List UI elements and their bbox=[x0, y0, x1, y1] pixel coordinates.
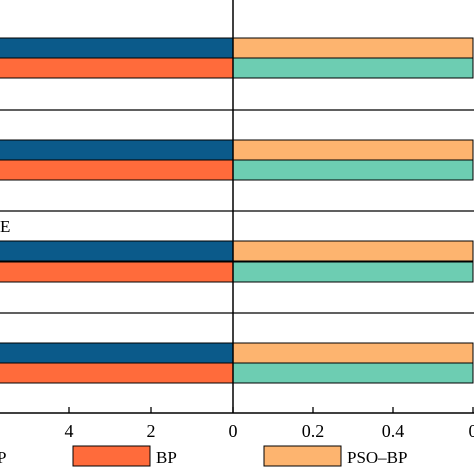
left-tick-label-0: 4 bbox=[65, 421, 74, 441]
legend-label-1: BP bbox=[156, 448, 177, 467]
right-tick-label-2: 0.4 bbox=[382, 421, 405, 441]
bar-right-series0-row0 bbox=[232, 37, 474, 59]
bar-left-series0-row3 bbox=[0, 342, 234, 364]
bar-right-series0-row1 bbox=[232, 139, 474, 161]
bar-left-series1-row2 bbox=[0, 261, 234, 283]
ticks-layer: E 4 2 0 0.2 0.4 0 bbox=[0, 217, 474, 441]
bar-left-series0-row1 bbox=[0, 139, 234, 161]
bars-layer bbox=[0, 37, 474, 384]
bar-left-series0-row0 bbox=[0, 37, 234, 59]
legend-swatch-2 bbox=[263, 445, 342, 467]
legend-label-2: PSO–BP bbox=[347, 448, 407, 467]
bar-right-series0-row3 bbox=[232, 342, 474, 364]
right-tick-label-3: 0 bbox=[469, 421, 474, 441]
legend: P BP PSO–BP bbox=[0, 445, 407, 467]
legend-label-0: P bbox=[0, 448, 6, 467]
axes-frame bbox=[0, 0, 474, 414]
bar-right-series1-row0 bbox=[232, 57, 474, 79]
right-tick-label-1: 0.2 bbox=[302, 421, 325, 441]
left-tick-label-2: 0 bbox=[229, 421, 238, 441]
bar-left-series1-row3 bbox=[0, 362, 234, 384]
left-tick-label-1: 2 bbox=[147, 421, 156, 441]
bar-left-series1-row1 bbox=[0, 159, 234, 181]
bar-left-series1-row0 bbox=[0, 57, 234, 79]
bar-right-series1-row1 bbox=[232, 159, 474, 181]
legend-swatch-1 bbox=[72, 445, 151, 467]
bar-right-series1-row2 bbox=[232, 261, 474, 283]
row-label-1: E bbox=[0, 217, 10, 236]
bar-right-series0-row2 bbox=[232, 240, 474, 262]
bar-left-series0-row2 bbox=[0, 240, 234, 262]
bar-right-series1-row3 bbox=[232, 362, 474, 384]
